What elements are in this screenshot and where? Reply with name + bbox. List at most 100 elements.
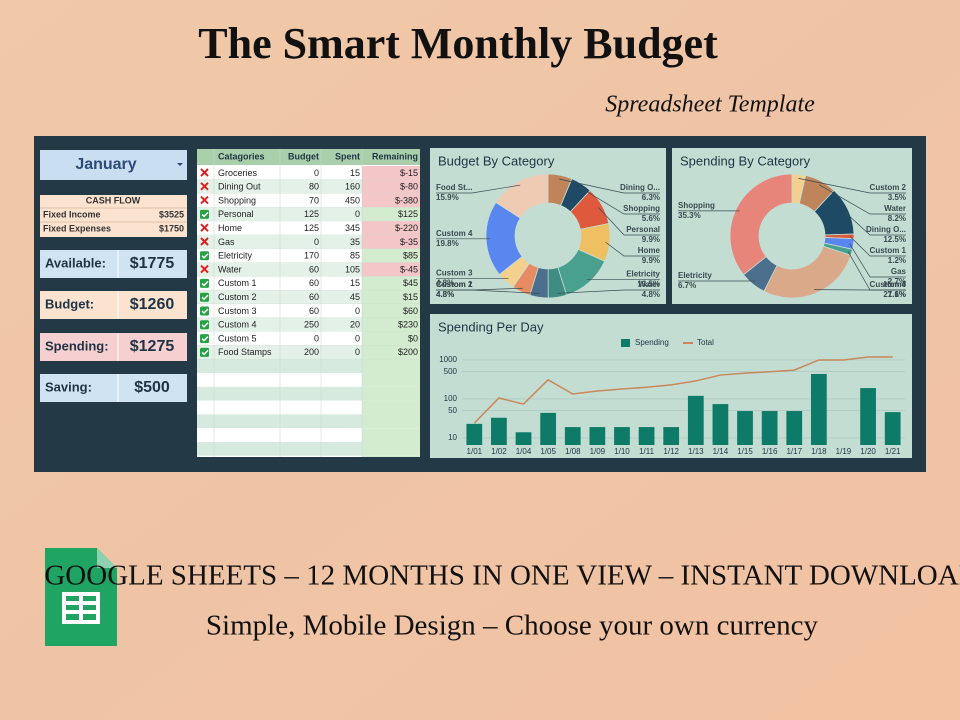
slice-value: 1.6%	[888, 290, 906, 299]
slice-value: 13.5%	[637, 279, 660, 288]
empty-row	[197, 373, 362, 387]
cell: 125	[304, 209, 319, 219]
slice-value: 2.7%	[888, 277, 906, 286]
cell: $-45	[400, 264, 418, 274]
x-tick-label: 1/01	[467, 447, 483, 456]
pie-slice	[763, 245, 852, 299]
remaining-cell	[362, 345, 420, 360]
legend-label: Spending	[635, 338, 669, 347]
status-cross	[200, 168, 209, 177]
cell: 250	[304, 320, 319, 330]
leader-line	[556, 289, 660, 294]
slice-value: 6.7%	[678, 281, 696, 290]
card-label: Saving:	[45, 379, 92, 394]
status-check	[201, 349, 209, 356]
cell: 85	[350, 251, 360, 261]
status-check	[201, 322, 209, 328]
cell: 0	[314, 237, 319, 247]
cell: 60	[309, 306, 319, 316]
cell: $200	[398, 347, 418, 357]
slice-label: Dining O...	[866, 225, 906, 234]
cell: $45	[403, 278, 418, 288]
slice-value: 1.2%	[888, 256, 906, 265]
empty-remaining	[362, 373, 420, 387]
cash-flow-value: $1750	[159, 223, 184, 233]
x-tick-label: 1/20	[860, 447, 876, 456]
status-check	[201, 308, 209, 315]
slice-label: Custom 1	[870, 246, 907, 255]
bar	[860, 388, 876, 445]
card-label: Spending:	[45, 338, 109, 353]
remaining-cell	[362, 179, 420, 194]
pie-slice	[495, 173, 549, 219]
status-check-box	[200, 347, 209, 357]
remaining-cell	[362, 290, 420, 304]
cell: $-80	[400, 182, 418, 192]
y-tick-label: 1000	[439, 355, 457, 364]
cash-flow-value: $3525	[159, 209, 184, 219]
x-tick-label: 1/16	[762, 447, 778, 456]
cell: 0	[355, 306, 360, 316]
column-header: Remaining	[372, 151, 418, 161]
leader-line	[849, 243, 906, 278]
status-check-box	[200, 320, 209, 330]
cell: $15	[403, 292, 418, 302]
status-check-box	[200, 292, 209, 302]
x-tick-label: 1/09	[590, 447, 606, 456]
bar	[614, 427, 630, 445]
cell: Custom 5	[218, 333, 257, 343]
slice-label: Custom 4	[436, 229, 473, 238]
slice-label: Shopping	[623, 204, 660, 213]
empty-row	[197, 400, 362, 415]
bar	[589, 427, 606, 445]
slice-label: Shopping	[678, 201, 715, 210]
cell: 200	[304, 347, 319, 357]
cell: Gas	[218, 237, 235, 247]
y-tick-label: 500	[444, 367, 458, 376]
x-tick-label: 1/08	[565, 447, 581, 456]
slice-value: 4.8%	[436, 290, 454, 299]
table-header	[197, 149, 420, 165]
empty-remaining	[362, 414, 420, 429]
slice-label: Eletricity	[678, 271, 712, 280]
slice-value: 35.3%	[678, 211, 701, 220]
bar	[687, 395, 704, 445]
cell: 0	[355, 209, 360, 219]
bar	[810, 373, 827, 445]
leader-line	[559, 178, 660, 194]
remaining-cell	[362, 235, 420, 249]
empty-row	[197, 359, 362, 373]
slice-value: 12.5%	[883, 235, 906, 244]
column-header: Catagories	[218, 151, 265, 161]
cell: $125	[398, 209, 418, 219]
y-tick-label: 10	[448, 433, 457, 442]
status-check	[201, 294, 209, 301]
bar	[515, 432, 532, 445]
x-tick-label: 1/14	[713, 447, 729, 456]
empty-remaining	[362, 386, 420, 401]
slice-label: Home	[638, 246, 661, 255]
chart-title: Spending Per Day	[438, 319, 544, 334]
empty-row	[197, 442, 362, 456]
slice-value: 8.2%	[888, 214, 906, 223]
cell: $0	[408, 333, 418, 343]
cell: Custom 2	[218, 292, 257, 302]
remaining-cell	[362, 221, 420, 235]
cell: Groceries	[218, 168, 258, 178]
slice-label: Custom 2	[870, 183, 907, 192]
slice-value: 5.6%	[642, 214, 660, 223]
card-value: $1260	[130, 296, 175, 313]
slice-value: 6.3%	[642, 193, 660, 202]
card-label: Available:	[45, 255, 106, 270]
remaining-cell	[362, 276, 420, 291]
cell: Dining Out	[218, 182, 261, 192]
cell: 60	[309, 292, 319, 302]
status-check	[201, 280, 209, 287]
slice-label: Water	[638, 280, 660, 289]
slice-value: 4.8%	[642, 290, 660, 299]
status-check	[201, 336, 209, 342]
x-tick-label: 1/11	[639, 447, 655, 456]
cell: 125	[304, 223, 319, 233]
slice-value: 9.9%	[642, 235, 660, 244]
